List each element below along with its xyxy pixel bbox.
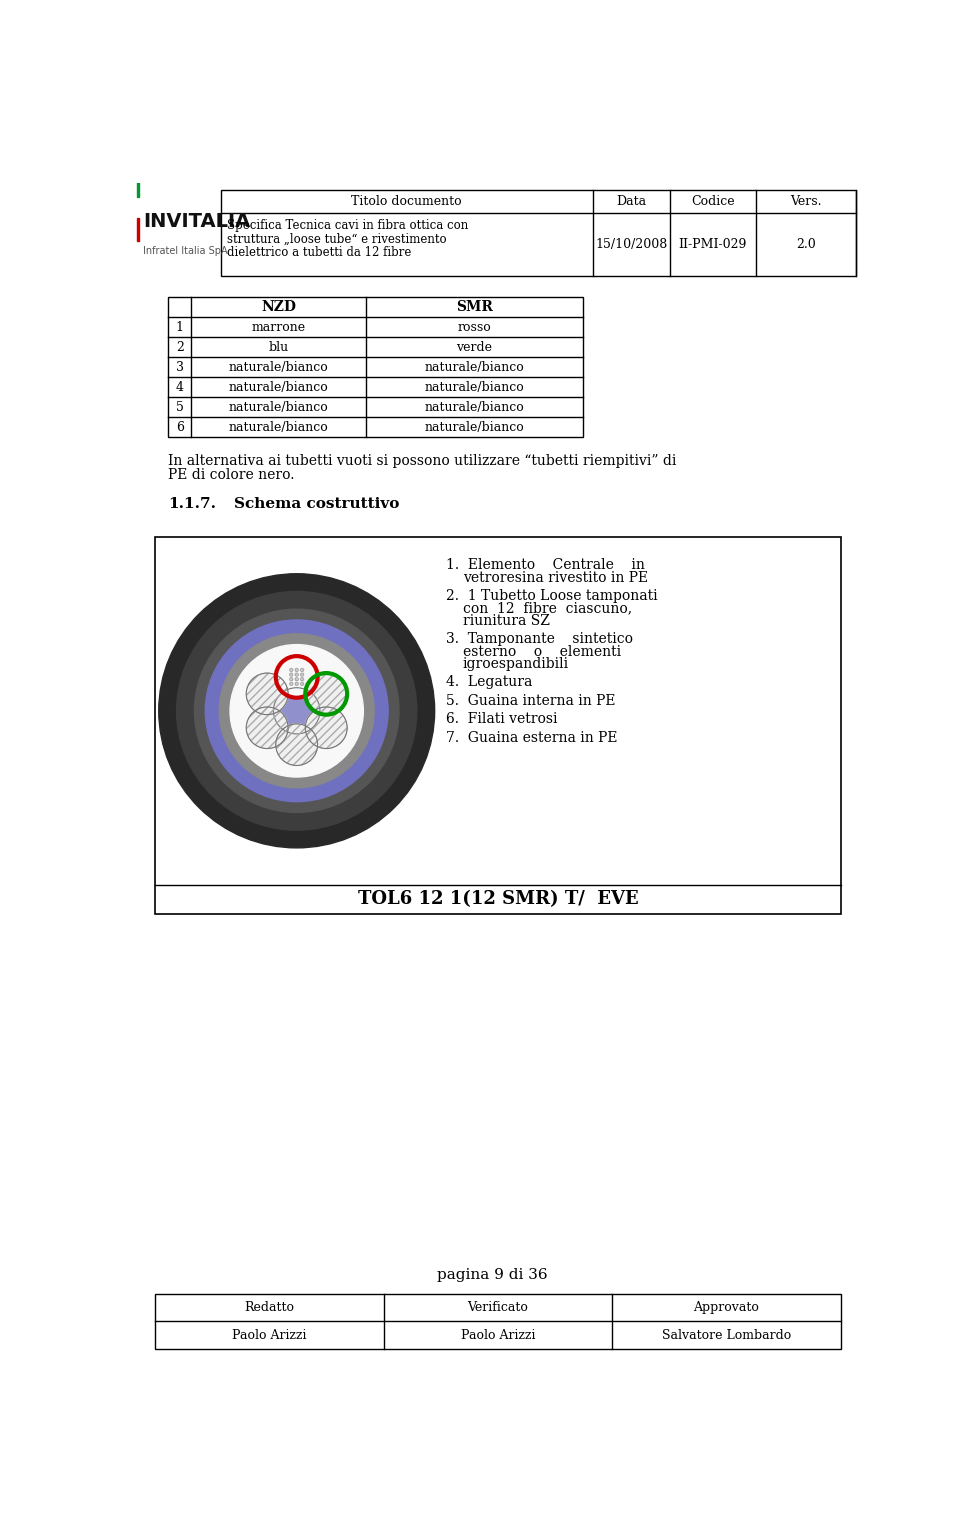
Text: vetroresina rivestito in PE: vetroresina rivestito in PE	[463, 570, 648, 585]
Text: 7.  Guaina esterna in PE: 7. Guaina esterna in PE	[445, 730, 617, 744]
Text: INVITALIA: INVITALIA	[143, 212, 251, 231]
Text: naturale/bianco: naturale/bianco	[228, 361, 328, 374]
Text: Codice: Codice	[691, 194, 734, 208]
Text: II-PMI-029: II-PMI-029	[679, 238, 747, 251]
Text: naturale/bianco: naturale/bianco	[228, 420, 328, 434]
Ellipse shape	[295, 678, 299, 681]
Ellipse shape	[290, 672, 293, 677]
Text: marrone: marrone	[252, 321, 305, 333]
Bar	[155, 536, 841, 914]
Ellipse shape	[158, 573, 435, 848]
Text: Schema costruttivo: Schema costruttivo	[234, 497, 399, 510]
Text: 3: 3	[176, 361, 183, 374]
Ellipse shape	[230, 645, 363, 778]
Text: rosso: rosso	[457, 321, 492, 333]
Ellipse shape	[295, 683, 299, 686]
Text: struttura „loose tube“ e rivestimento: struttura „loose tube“ e rivestimento	[227, 232, 446, 246]
Ellipse shape	[300, 672, 303, 677]
Ellipse shape	[177, 591, 417, 830]
Text: NZD: NZD	[261, 301, 296, 315]
Text: dielettrico a tubetti da 12 fibre: dielettrico a tubetti da 12 fibre	[227, 246, 411, 260]
Text: PE di colore nero.: PE di colore nero.	[168, 468, 295, 483]
Ellipse shape	[300, 683, 303, 686]
Text: naturale/bianco: naturale/bianco	[424, 400, 524, 414]
Text: Titolo documento: Titolo documento	[351, 194, 462, 208]
Text: 15/10/2008: 15/10/2008	[595, 238, 667, 251]
Ellipse shape	[247, 672, 288, 715]
Text: 1.  Elemento    Centrale    in: 1. Elemento Centrale in	[445, 558, 644, 573]
Text: con  12  fibre  ciascuno,: con 12 fibre ciascuno,	[463, 602, 632, 616]
Text: 6.  Filati vetrosi: 6. Filati vetrosi	[445, 712, 557, 726]
Bar	[221, 189, 856, 275]
Bar	[168, 298, 583, 437]
Text: igroespandibili: igroespandibili	[463, 657, 568, 671]
Text: Paolo Arizzi: Paolo Arizzi	[461, 1329, 535, 1342]
Text: 2.0: 2.0	[796, 238, 816, 251]
Bar	[155, 1294, 841, 1349]
Text: 2: 2	[176, 341, 183, 354]
Ellipse shape	[195, 610, 399, 813]
Ellipse shape	[290, 683, 293, 686]
Ellipse shape	[219, 634, 374, 788]
Ellipse shape	[300, 678, 303, 681]
Text: 5.  Guaina interna in PE: 5. Guaina interna in PE	[445, 694, 615, 707]
Text: naturale/bianco: naturale/bianco	[424, 380, 524, 394]
Ellipse shape	[300, 668, 303, 671]
Ellipse shape	[247, 707, 288, 749]
Ellipse shape	[295, 668, 299, 671]
Text: Paolo Arizzi: Paolo Arizzi	[232, 1329, 306, 1342]
Text: 3.  Tamponante    sintetico: 3. Tamponante sintetico	[445, 633, 633, 646]
Ellipse shape	[276, 724, 318, 766]
Text: In alternativa ai tubetti vuoti si possono utilizzare “tubetti riempitivi” di: In alternativa ai tubetti vuoti si posso…	[168, 454, 677, 469]
Text: Infratel Italia SpA: Infratel Italia SpA	[143, 246, 228, 257]
Text: Data: Data	[616, 194, 647, 208]
Ellipse shape	[205, 620, 388, 802]
Text: riunitura SZ: riunitura SZ	[463, 614, 549, 628]
Ellipse shape	[274, 688, 320, 733]
Text: 6: 6	[176, 420, 183, 434]
Text: 5: 5	[176, 400, 183, 414]
Bar	[137, 219, 139, 241]
Bar	[137, 174, 139, 197]
Text: verde: verde	[456, 341, 492, 354]
Ellipse shape	[295, 672, 299, 677]
Text: Verificato: Verificato	[468, 1300, 528, 1314]
Text: Salvatore Lombardo: Salvatore Lombardo	[661, 1329, 791, 1342]
Text: Vers.: Vers.	[790, 194, 822, 208]
Text: 2.  1 Tubetto Loose tamponati: 2. 1 Tubetto Loose tamponati	[445, 590, 658, 604]
Text: TOL6 12 1(12 SMR) T/  EVE: TOL6 12 1(12 SMR) T/ EVE	[357, 891, 638, 909]
Text: 1: 1	[176, 321, 183, 333]
Text: 4.  Legatura: 4. Legatura	[445, 675, 532, 689]
Text: naturale/bianco: naturale/bianco	[424, 420, 524, 434]
Ellipse shape	[290, 668, 293, 671]
Ellipse shape	[305, 707, 348, 749]
Text: pagina 9 di 36: pagina 9 di 36	[437, 1268, 547, 1282]
Text: Approvato: Approvato	[693, 1300, 759, 1314]
Text: esterno    o    elementi: esterno o elementi	[463, 645, 621, 659]
Text: 4: 4	[176, 380, 183, 394]
Text: SMR: SMR	[456, 301, 492, 315]
Ellipse shape	[290, 678, 293, 681]
Text: naturale/bianco: naturale/bianco	[228, 400, 328, 414]
Text: 1.1.7.: 1.1.7.	[168, 497, 216, 510]
Ellipse shape	[276, 656, 318, 698]
Ellipse shape	[305, 672, 348, 715]
Text: naturale/bianco: naturale/bianco	[424, 361, 524, 374]
Text: blu: blu	[269, 341, 289, 354]
Text: Specifica Tecnica cavi in fibra ottica con: Specifica Tecnica cavi in fibra ottica c…	[227, 219, 468, 232]
Text: naturale/bianco: naturale/bianco	[228, 380, 328, 394]
Text: Redatto: Redatto	[244, 1300, 294, 1314]
